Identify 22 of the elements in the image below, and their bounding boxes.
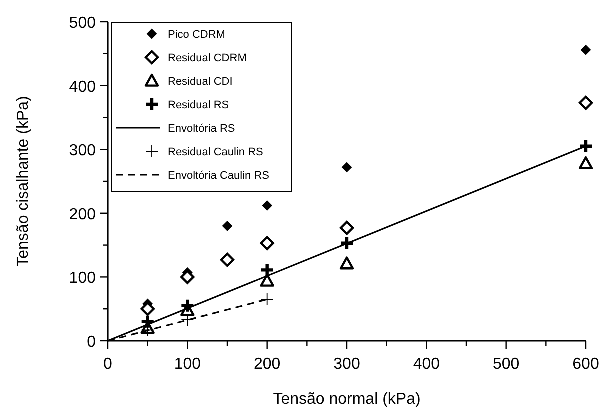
legend-label: Envoltória Caulin RS [168, 170, 270, 182]
legend-label: Envoltória RS [168, 123, 236, 135]
x-tick-label: 500 [492, 356, 520, 373]
y-tick-label: 200 [69, 206, 96, 224]
legend-label: Residual CDRM [168, 52, 247, 64]
x-tick-label: 200 [254, 356, 281, 373]
y-tick-label: 0 [87, 334, 96, 351]
x-tick-label: 400 [413, 356, 440, 373]
x-tick-label: 300 [334, 356, 360, 373]
legend-label: Residual CDI [168, 76, 233, 88]
x-tick-label: 100 [174, 356, 202, 373]
y-tick-label: 100 [69, 270, 96, 288]
x-tick-label: 600 [572, 356, 600, 373]
legend-label: Pico CDRM [168, 29, 226, 41]
y-tick-label: 500 [69, 15, 96, 32]
y-tick-label: 400 [69, 78, 96, 96]
x-axis-title: Tensão normal (kPa) [273, 391, 421, 408]
legend-label: Residual RS [168, 100, 230, 112]
y-tick-label: 300 [69, 142, 96, 160]
y-axis-title: Tensão cisalhante (kPa) [15, 96, 32, 267]
x-tick-label: 0 [104, 356, 113, 373]
legend-label: Residual Caulin RS [168, 146, 264, 158]
